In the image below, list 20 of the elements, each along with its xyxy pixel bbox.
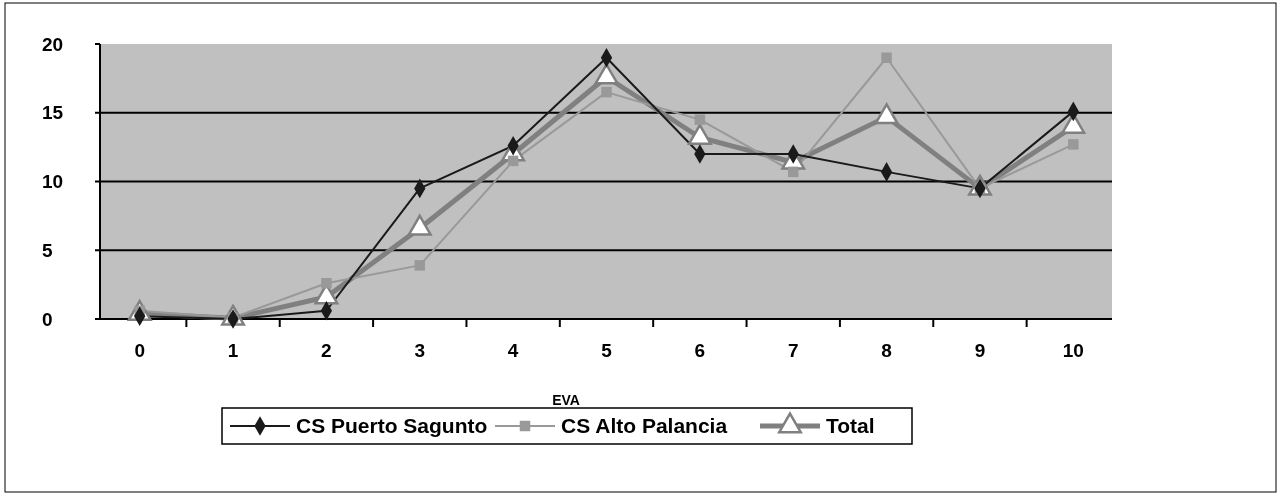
x-tick-label: 3 (414, 340, 426, 361)
y-tick-label: 0 (42, 308, 53, 330)
x-tick-label: 9 (974, 340, 986, 361)
x-tick-label: 5 (601, 340, 613, 361)
x-tick-label: 10 (1062, 340, 1084, 361)
legend-label: CS Puerto Sagunto (296, 414, 488, 438)
x-tick-label: 0 (134, 340, 145, 361)
x-tick-label: 7 (787, 340, 799, 361)
y-tick-label: 10 (42, 171, 64, 193)
y-tick-label: 15 (42, 102, 64, 124)
x-axis-title: EVA (552, 392, 580, 408)
x-tick-label: 8 (881, 340, 892, 361)
x-tick-label: 2 (321, 340, 332, 361)
legend-label: CS Alto Palancia (561, 414, 728, 438)
legend-label: Total (826, 414, 875, 438)
y-tick-label: 5 (42, 239, 53, 261)
y-tick-label: 20 (42, 33, 64, 55)
x-tick-label: 6 (694, 340, 706, 361)
x-tick-label: 4 (507, 340, 519, 361)
x-tick-label: 1 (227, 340, 239, 361)
